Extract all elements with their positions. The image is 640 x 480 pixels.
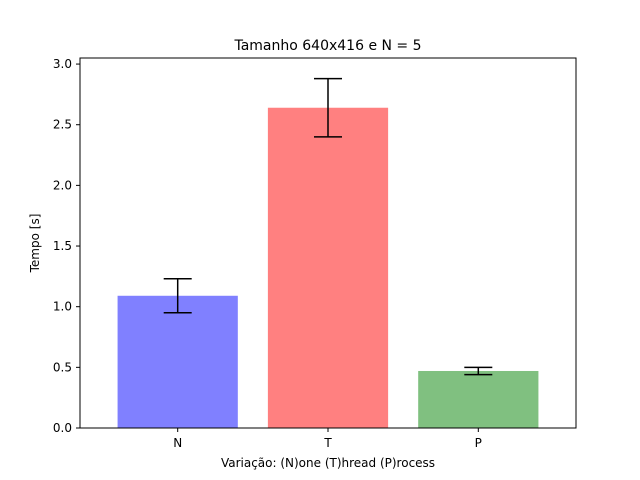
y-tick-label: 2.0 (53, 178, 72, 192)
y-tick-label: 2.5 (53, 118, 72, 132)
y-tick-label: 0.5 (53, 360, 72, 374)
error-bars-layer (163, 77, 493, 376)
y-tick-label: 0.0 (53, 421, 72, 435)
y-tick-label: 3.0 (53, 57, 72, 71)
bar-n (117, 295, 238, 428)
x-tick-label: T (323, 436, 332, 450)
y-axis: 0.0 0.5 1.0 1.5 2.0 2.5 3.0 (53, 57, 80, 435)
bar-t (267, 107, 389, 428)
error-bar-t (314, 77, 342, 138)
error-bar-n (163, 278, 192, 314)
x-axis-label: Variação: (N)one (T)hread (P)rocess (221, 456, 435, 470)
y-axis-label: Tempo [s] (28, 214, 42, 274)
y-tick-label: 1.5 (53, 239, 72, 253)
bars-layer (117, 107, 539, 428)
bar-p (418, 370, 539, 428)
x-tick-label: P (475, 436, 482, 450)
error-bar-p (464, 366, 493, 376)
chart-title: Tamanho 640x416 e N = 5 (233, 38, 421, 54)
x-tick-label: N (173, 436, 182, 450)
y-tick-label: 1.0 (53, 300, 72, 314)
